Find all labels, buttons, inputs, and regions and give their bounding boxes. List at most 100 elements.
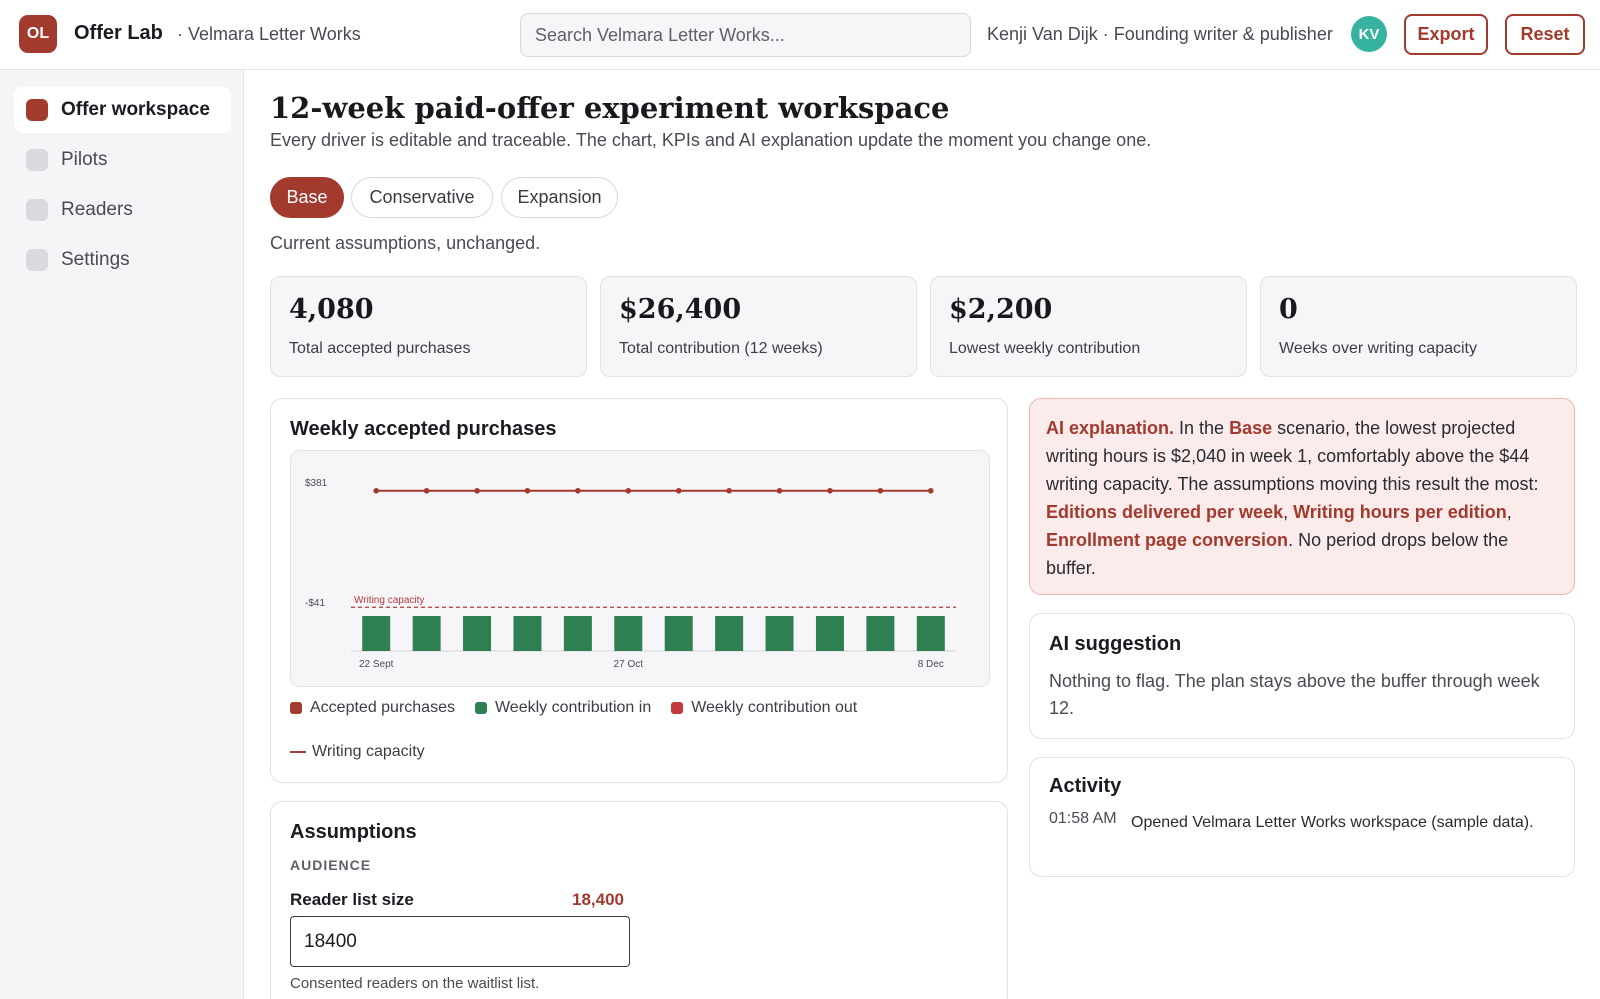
bar-contribution-in bbox=[513, 616, 542, 651]
chart-area: $381 -$41 Writing capacity 22 Sept 27 Oct 8 D… bbox=[290, 450, 990, 687]
offer-workspace-icon bbox=[26, 99, 48, 121]
assumptions-card: Assumptions AUDIENCE Reader list size 18… bbox=[270, 801, 1008, 999]
kpi-label: Weeks over writing capacity bbox=[1279, 340, 1477, 357]
sidebar-item-settings[interactable]: Settings bbox=[14, 237, 231, 283]
ai-suggestion-title: AI suggestion bbox=[1049, 633, 1182, 655]
legend-label-contrib-out: Weekly contribution out bbox=[691, 699, 858, 716]
y-tick-label: -$41 bbox=[305, 598, 325, 609]
accepted-purchases-point bbox=[877, 487, 884, 494]
bar-contribution-in bbox=[563, 616, 592, 651]
x-tick-label: 8 Dec bbox=[918, 659, 944, 670]
page-subtitle: Every driver is editable and traceable. … bbox=[270, 130, 1152, 150]
writing-capacity-annotation: Writing capacity bbox=[354, 595, 424, 606]
chart-legend-capacity: Writing capacity bbox=[290, 743, 425, 761]
kpi-label: Lowest weekly contribution bbox=[949, 340, 1141, 357]
ai-suggestion-card: AI suggestion Nothing to flag. The plan … bbox=[1029, 613, 1575, 739]
settings-icon bbox=[26, 249, 48, 271]
sidebar-item-label: Readers bbox=[61, 199, 133, 220]
user-label: Kenji Van Dijk · Founding writer & publi… bbox=[987, 24, 1333, 44]
y-tick-label: $381 bbox=[305, 478, 328, 489]
activity-title: Activity bbox=[1049, 775, 1122, 797]
chart-card: Weekly accepted purchases $381 -$41 Writin… bbox=[270, 398, 1008, 783]
activity-time: 01:58 AM bbox=[1049, 810, 1117, 827]
org-name: · Velmara Letter Works bbox=[177, 24, 361, 44]
reader-list-size-label: Reader list size bbox=[290, 890, 414, 909]
kpi-value: 0 bbox=[1279, 294, 1298, 325]
accepted-purchases-point bbox=[827, 487, 833, 494]
reader-list-size-value: 18,400 bbox=[572, 890, 624, 909]
bar-contribution-in bbox=[765, 616, 794, 651]
legend-line-capacity bbox=[290, 751, 306, 753]
activity-card: Activity 01:58 AM Opened Velmara Letter … bbox=[1029, 757, 1575, 877]
bar-contribution-in bbox=[463, 616, 492, 651]
sidebar-item-label: Settings bbox=[61, 249, 130, 270]
tab-expansion[interactable]: Expansion bbox=[501, 177, 618, 218]
sidebar-item-label: Offer workspace bbox=[61, 99, 210, 120]
ai-explanation-text: , bbox=[1283, 502, 1294, 522]
weekly-chart: $381 -$41 Writing capacity 22 Sept 27 Oct 8 D… bbox=[305, 478, 956, 670]
pilots-icon bbox=[26, 149, 48, 171]
legend-swatch-contrib-in bbox=[474, 702, 487, 714]
reader-list-size-input[interactable] bbox=[290, 916, 630, 967]
scenario-description: Current assumptions, unchanged. bbox=[270, 233, 541, 253]
page-title: 12-week paid-offer experiment workspace bbox=[270, 91, 950, 125]
accepted-purchases-point bbox=[474, 487, 480, 494]
top-bar: OL Offer Lab · Velmara Letter Works Kenj… bbox=[0, 0, 1600, 70]
accepted-purchases-point bbox=[575, 487, 581, 494]
sidebar-item-label: Pilots bbox=[61, 149, 108, 170]
bar-contribution-in bbox=[815, 616, 844, 651]
accepted-purchases-point bbox=[776, 487, 783, 494]
ai-explanation-text: . No period drops below the buffer. bbox=[1046, 530, 1509, 578]
accepted-purchases-point bbox=[524, 487, 531, 494]
avatar[interactable]: KV bbox=[1351, 16, 1387, 52]
sidebar-item-pilots[interactable]: Pilots bbox=[14, 137, 231, 183]
kpi-card-lowest-weekly: $2,200 Lowest weekly contribution bbox=[930, 276, 1247, 377]
tab-base[interactable]: Base bbox=[270, 177, 344, 218]
reset-button[interactable]: Reset bbox=[1505, 14, 1585, 55]
bar-contribution-in bbox=[412, 616, 441, 651]
bar-contribution-in bbox=[715, 616, 744, 651]
legend-label-capacity: Writing capacity bbox=[312, 743, 425, 760]
chart-legend: Accepted purchases Weekly contribution i… bbox=[290, 699, 857, 717]
readers-icon bbox=[26, 199, 48, 221]
assumptions-title: Assumptions bbox=[290, 821, 417, 843]
kpi-card-weeks-over-capacity: 0 Weeks over writing capacity bbox=[1260, 276, 1577, 377]
ai-suggestion-text: Nothing to flag. The plan stays above th… bbox=[1049, 671, 1540, 718]
kpi-value: $2,200 bbox=[949, 294, 1053, 325]
app-logo: OL bbox=[19, 15, 57, 53]
ai-explanation-driver: Writing hours per edition bbox=[1293, 502, 1507, 522]
ai-explanation-text: In the bbox=[1174, 418, 1230, 438]
ai-explanation-prefix: AI explanation. bbox=[1046, 418, 1175, 438]
kpi-value: $26,400 bbox=[619, 294, 742, 325]
reader-list-size-help: Consented readers on the waitlist list. bbox=[290, 975, 540, 992]
legend-label-contrib-in: Weekly contribution in bbox=[494, 699, 652, 716]
ai-explanation-text: scenario, the lowest projected writing h… bbox=[1046, 418, 1539, 494]
chart-title: Weekly accepted purchases bbox=[290, 418, 557, 440]
accepted-purchases-point bbox=[625, 487, 632, 494]
search-input[interactable] bbox=[520, 13, 971, 57]
ai-explanation-scenario: Base bbox=[1229, 418, 1273, 438]
accepted-purchases-point bbox=[373, 487, 380, 494]
kpi-label: Total contribution (12 weeks) bbox=[619, 340, 823, 357]
accepted-purchases-point bbox=[927, 487, 934, 494]
bar-contribution-in bbox=[362, 616, 391, 651]
tab-conservative[interactable]: Conservative bbox=[351, 177, 493, 218]
sidebar-item-readers[interactable]: Readers bbox=[14, 187, 231, 233]
kpi-card-accepted-purchases: 4,080 Total accepted purchases bbox=[270, 276, 587, 377]
sidebar-item-offer-workspace[interactable]: Offer workspace bbox=[14, 87, 231, 133]
kpi-value: 4,080 bbox=[289, 294, 374, 325]
sidebar: Offer workspace Pilots Readers Settings bbox=[0, 70, 244, 999]
ai-explanation-panel: AI explanation. In the Base scenario, th… bbox=[1029, 398, 1575, 595]
app-name: Offer Lab bbox=[74, 22, 163, 44]
accepted-purchases-point bbox=[423, 487, 430, 494]
activity-text: Opened Velmara Letter Works workspace (s… bbox=[1131, 814, 1534, 831]
section-label-audience: AUDIENCE bbox=[290, 857, 372, 873]
legend-swatch-contrib-out bbox=[671, 702, 684, 714]
kpi-label: Total accepted purchases bbox=[289, 340, 471, 357]
ai-explanation-driver: Enrollment page conversion bbox=[1046, 530, 1289, 550]
export-button[interactable]: Export bbox=[1404, 14, 1488, 55]
bar-contribution-in bbox=[866, 616, 895, 651]
legend-label-accepted: Accepted purchases bbox=[310, 699, 455, 716]
bar-contribution-in bbox=[916, 616, 945, 651]
bar-contribution-in bbox=[614, 616, 643, 651]
